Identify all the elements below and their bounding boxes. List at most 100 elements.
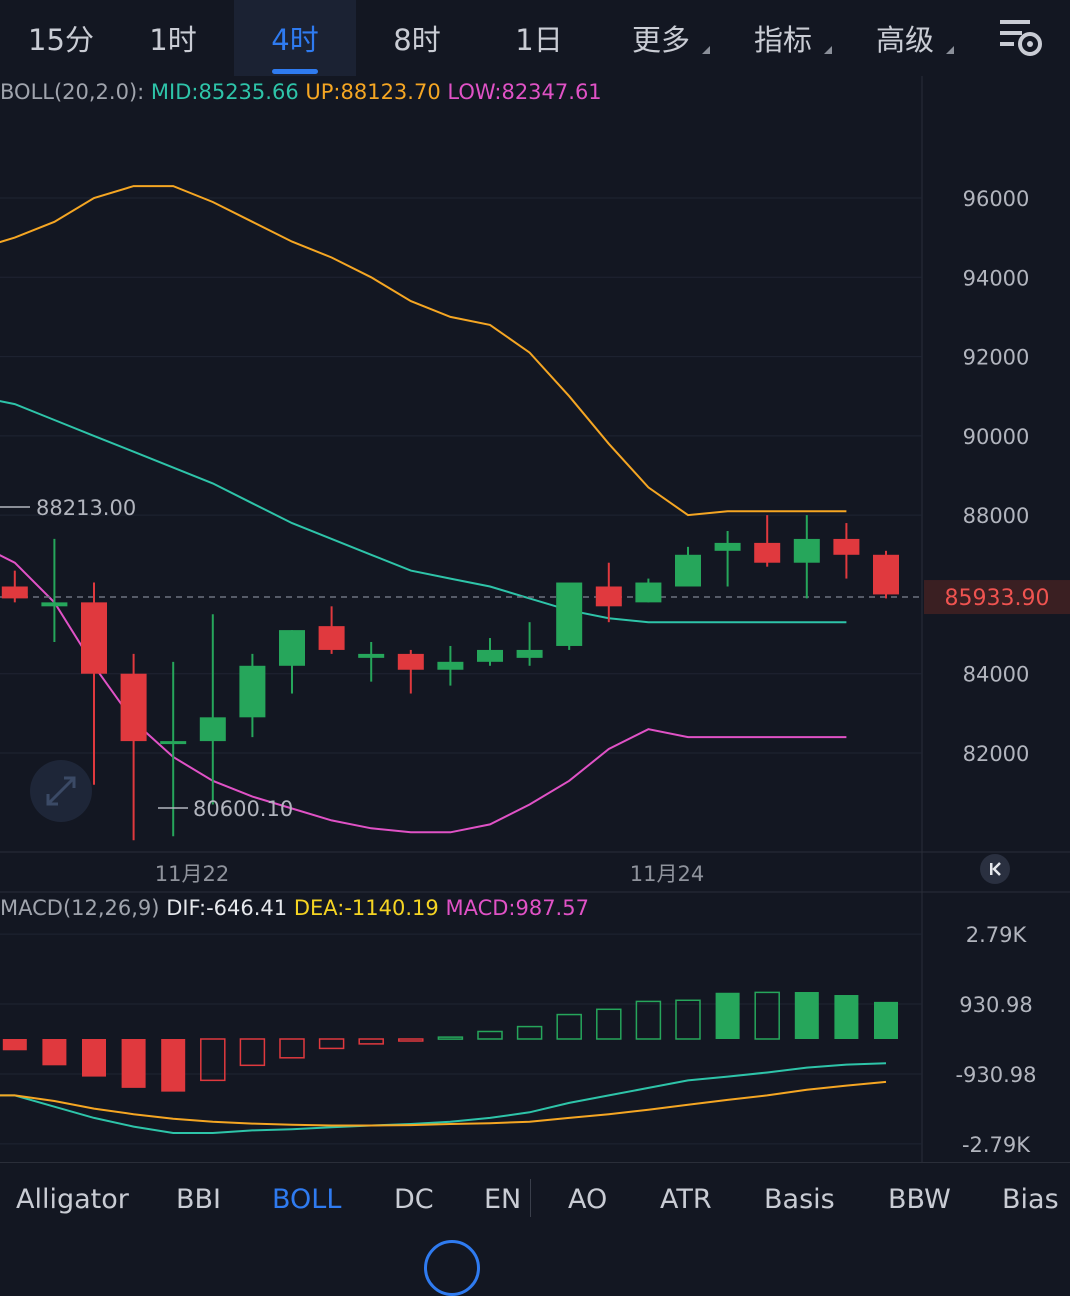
expand-icon — [46, 776, 76, 806]
macd-histogram-bar — [874, 1001, 898, 1039]
macd-histogram-bar — [200, 1038, 226, 1082]
candle-body — [397, 653, 424, 670]
macd-histogram-bar — [161, 1039, 186, 1092]
boll-up: UP:88123.70 — [305, 80, 441, 104]
price-tick-label: 84000 — [963, 663, 1030, 687]
indicator-0[interactable]: Alligator — [16, 1183, 129, 1215]
tab-timeframe-3[interactable]: 8时 — [356, 0, 478, 76]
boll-mid: MID:85235.66 — [150, 80, 299, 104]
macd-histogram-bar — [675, 999, 701, 1040]
macd-histogram-bar — [754, 991, 780, 1040]
current-price-label: 85933.90 — [945, 586, 1050, 611]
macd-histogram-bar — [477, 1030, 503, 1040]
macd-dea: DEA:-1140.19 — [293, 896, 439, 920]
price-tick-label: 82000 — [963, 742, 1030, 766]
indicator-separator — [530, 1179, 531, 1217]
indicator-7[interactable]: Basis — [764, 1183, 835, 1215]
boll-low: LOW:82347.61 — [447, 80, 602, 104]
tab-label: 高级 — [875, 23, 934, 57]
macd-histogram-bar — [596, 1008, 622, 1040]
macd-name: MACD(12,26,9) — [0, 896, 160, 920]
home-indicator-button[interactable] — [424, 1240, 480, 1296]
candle-body — [437, 661, 464, 670]
tab-timeframe-6[interactable]: 指标 — [722, 0, 844, 76]
time-tick-label: 11月22 — [155, 862, 229, 886]
candle-body — [120, 673, 147, 742]
tab-label: 1时 — [149, 23, 197, 57]
tab-timeframe-4[interactable]: 1日 — [478, 0, 600, 76]
indicator-1[interactable]: BBI — [176, 1183, 222, 1215]
candle-body — [595, 586, 622, 607]
price-tick-label: 96000 — [963, 187, 1030, 211]
macd-histogram-bar — [556, 1013, 582, 1040]
price-tick-label: 92000 — [963, 346, 1030, 370]
candle-body — [556, 582, 583, 646]
indicator-3[interactable]: DC — [394, 1183, 434, 1215]
tab-timeframe-7[interactable]: 高级 — [844, 0, 966, 76]
scroll-to-latest-button[interactable] — [980, 854, 1010, 884]
macd-tick-label: 2.79K — [966, 923, 1028, 947]
price-chart[interactable]: 96000 94000 92000 90000 88000 84000 82000 11月22… — [0, 76, 1070, 1162]
candle-body — [358, 653, 385, 658]
macd-histogram-bar — [437, 1036, 464, 1040]
macd-dea-line — [0, 1080, 887, 1127]
tab-label: 4时 — [271, 23, 319, 57]
tab-timeframe-0[interactable]: 15分 — [0, 0, 122, 76]
tab-timeframe-5[interactable]: 更多 — [600, 0, 722, 76]
indicator-9[interactable]: Bias — [1002, 1183, 1059, 1215]
dropdown-triangle-icon — [824, 46, 832, 54]
candle-body — [318, 626, 345, 650]
min-price-label: 80600.10 — [193, 797, 293, 821]
current-price-badge — [924, 580, 1070, 615]
candle-body — [754, 542, 781, 563]
timeframe-bar: 15分 1时 4时 8时 1日 更多 指标 高级 — [0, 0, 1070, 76]
time-tick-label: 11月24 — [630, 862, 704, 886]
candle-body — [714, 542, 741, 551]
macd-dif-line — [0, 1062, 887, 1134]
tab-label: 8时 — [393, 23, 441, 57]
macd-histogram-bar — [2, 1039, 27, 1051]
macd-tick-label: -2.79K — [962, 1133, 1031, 1157]
macd-histogram-bar — [516, 1025, 543, 1040]
macd-tick-label: -930.98 — [955, 1063, 1036, 1087]
tab-timeframe-2[interactable]: 4时 — [234, 0, 356, 76]
macd-histogram-bar — [358, 1038, 384, 1045]
tab-timeframe-1[interactable]: 1时 — [112, 0, 234, 76]
price-tick-label: 94000 — [963, 266, 1030, 290]
macd-histogram-bar — [398, 1038, 424, 1042]
macd-histogram-bar — [82, 1039, 106, 1077]
price-tick-label: 88000 — [963, 504, 1030, 528]
candle-body — [635, 582, 662, 603]
price-tick-label: 90000 — [963, 425, 1030, 449]
dropdown-triangle-icon — [946, 46, 954, 54]
expand-chart-button[interactable] — [30, 760, 92, 822]
macd-value: MACD:987.57 — [445, 896, 589, 920]
candle-body — [279, 630, 305, 666]
indicator-bar: Alligator BBI BOLL DC EN AO ATR Basis BBW Bias — [0, 1162, 1070, 1261]
max-price-label: 88213.00 — [36, 496, 136, 520]
indicator-8[interactable]: BBW — [888, 1183, 951, 1215]
candle-body — [516, 649, 543, 658]
indicator-5[interactable]: AO — [568, 1183, 608, 1215]
candle-body — [477, 649, 503, 662]
indicator-4[interactable]: EN — [484, 1183, 522, 1215]
macd-histogram-bar — [121, 1039, 146, 1088]
indicator-6[interactable]: ATR — [660, 1183, 712, 1215]
macd-histogram-bar — [42, 1039, 67, 1066]
macd-histogram-bar — [279, 1038, 305, 1059]
macd-histogram-bar — [318, 1038, 345, 1050]
candle-body — [1, 586, 28, 599]
boll-name: BOLL(20,2.0): — [0, 80, 145, 104]
macd-tick-label: 930.98 — [959, 993, 1032, 1017]
skip-to-end-icon — [990, 862, 1001, 876]
macd-legend: MACD(12,26,9) DIF:-646.41 DEA:-1140.19 M… — [0, 896, 589, 920]
macd-histogram-bar — [715, 992, 740, 1039]
tab-label: 1日 — [515, 23, 563, 57]
tab-label: 指标 — [753, 23, 812, 57]
candle-body — [793, 538, 820, 563]
indicator-2[interactable]: BOLL — [272, 1183, 342, 1215]
dropdown-triangle-icon — [702, 46, 710, 54]
boll-mid-band — [0, 400, 847, 624]
chart-settings-icon[interactable] — [998, 14, 1044, 60]
candle-body — [41, 602, 68, 607]
